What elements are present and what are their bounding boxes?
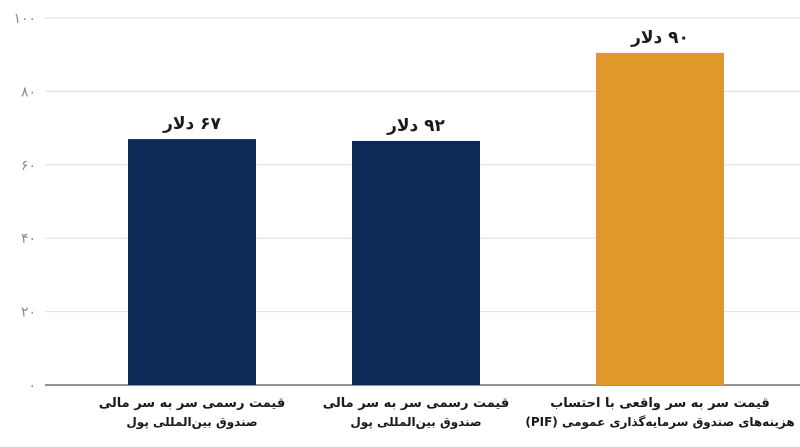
bar-value-label: ۹۲ دلار [386,116,445,136]
category-label-line: قیمت رسمی سر به سر مالی [323,396,510,411]
y-tick-label: ۲۰ [21,305,36,321]
y-tick-label: ۶۰ [21,158,36,174]
category-label-line: قیمت سر به سر واقعی با احتساب [550,396,770,411]
y-tick-label: ۸۰ [21,84,36,100]
y-tick-label: ۴۰ [21,231,36,247]
y-tick-label: ۰ [28,378,36,394]
category-label-line: صندوق بین‌المللی پول [126,415,257,430]
bar [352,140,480,385]
bar [596,52,724,386]
bar [128,139,256,385]
category-label-line: قیمت رسمی سر به سر مالی [99,396,286,411]
bar-value-label: ۹۰ دلار [630,28,689,48]
y-tick-label: ۱۰۰ [13,11,36,27]
category-label-line: صندوق بین‌المللی پول [350,415,481,430]
category-label-line: هزینه‌های صندوق سرمایه‌گذاری عمومی (PIF) [525,415,794,430]
bar-value-label: ۶۷ دلار [162,114,221,134]
